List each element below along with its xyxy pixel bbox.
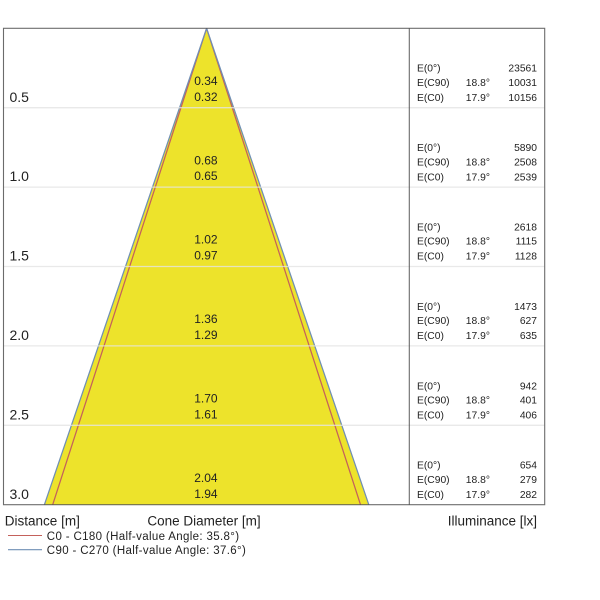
svg-text:1.5: 1.5 — [10, 248, 30, 264]
svg-text:3.0: 3.0 — [10, 486, 30, 502]
svg-text:2.0: 2.0 — [10, 327, 30, 343]
svg-text:E(0°): E(0°) — [417, 64, 441, 75]
svg-text:18.8°: 18.8° — [466, 78, 490, 89]
svg-text:1.70: 1.70 — [194, 392, 218, 406]
svg-text:17.9°: 17.9° — [466, 172, 490, 183]
svg-text:E(C90): E(C90) — [417, 157, 450, 168]
svg-text:E(C90): E(C90) — [417, 475, 450, 486]
svg-text:282: 282 — [520, 490, 537, 501]
svg-text:1.94: 1.94 — [194, 487, 218, 501]
svg-text:1.29: 1.29 — [194, 328, 218, 342]
svg-text:0.68: 0.68 — [194, 153, 218, 167]
svg-text:E(C90): E(C90) — [417, 78, 450, 89]
svg-text:2539: 2539 — [514, 172, 537, 183]
svg-text:17.9°: 17.9° — [466, 93, 490, 104]
svg-text:1.61: 1.61 — [194, 407, 218, 421]
svg-text:0.65: 0.65 — [194, 169, 218, 183]
svg-text:2.04: 2.04 — [194, 471, 218, 485]
svg-text:18.8°: 18.8° — [466, 157, 490, 168]
svg-text:E(C90): E(C90) — [417, 316, 450, 327]
svg-text:E(C90): E(C90) — [417, 396, 450, 407]
svg-text:401: 401 — [520, 396, 537, 407]
svg-text:17.9°: 17.9° — [466, 252, 490, 263]
svg-text:E(C0): E(C0) — [417, 172, 444, 183]
svg-text:2508: 2508 — [514, 157, 537, 168]
svg-text:E(C0): E(C0) — [417, 411, 444, 422]
svg-text:E(0°): E(0°) — [417, 461, 441, 472]
svg-text:942: 942 — [520, 381, 537, 392]
svg-text:18.8°: 18.8° — [466, 316, 490, 327]
svg-text:E(C0): E(C0) — [417, 490, 444, 501]
svg-text:406: 406 — [520, 411, 537, 422]
svg-text:279: 279 — [520, 475, 537, 486]
svg-text:E(0°): E(0°) — [417, 143, 441, 154]
svg-text:10031: 10031 — [508, 78, 537, 89]
svg-text:0.5: 0.5 — [10, 89, 30, 105]
svg-text:E(C0): E(C0) — [417, 93, 444, 104]
svg-text:2.5: 2.5 — [10, 406, 30, 422]
svg-text:18.8°: 18.8° — [466, 396, 490, 407]
svg-text:17.9°: 17.9° — [466, 411, 490, 422]
svg-text:E(0°): E(0°) — [417, 223, 441, 234]
svg-text:Cone Diameter [m]: Cone Diameter [m] — [147, 514, 260, 529]
svg-text:E(0°): E(0°) — [417, 381, 441, 392]
svg-text:18.8°: 18.8° — [466, 475, 490, 486]
svg-text:E(C0): E(C0) — [417, 252, 444, 263]
svg-text:C0 - C180 (Half-value Angle: 3: C0 - C180 (Half-value Angle: 35.8°) — [47, 531, 240, 543]
svg-text:1.02: 1.02 — [194, 233, 218, 247]
svg-text:C90 - C270 (Half-value Angle:: C90 - C270 (Half-value Angle: 37.6°) — [47, 545, 246, 557]
svg-text:Distance [m]: Distance [m] — [5, 514, 80, 529]
svg-text:654: 654 — [520, 461, 537, 472]
svg-text:1115: 1115 — [516, 237, 538, 248]
svg-text:627: 627 — [520, 316, 537, 327]
svg-text:E(C0): E(C0) — [417, 331, 444, 342]
svg-text:10156: 10156 — [508, 93, 537, 104]
svg-text:E(C90): E(C90) — [417, 237, 450, 248]
svg-text:17.9°: 17.9° — [466, 331, 490, 342]
svg-text:5890: 5890 — [514, 143, 537, 154]
svg-text:1.36: 1.36 — [194, 312, 218, 326]
svg-text:635: 635 — [520, 331, 537, 342]
svg-text:0.97: 0.97 — [194, 249, 218, 263]
svg-text:1128: 1128 — [515, 252, 537, 263]
svg-text:Illuminance [lx]: Illuminance [lx] — [448, 514, 537, 529]
svg-text:23561: 23561 — [508, 64, 537, 75]
svg-text:1473: 1473 — [514, 302, 537, 313]
svg-text:0.32: 0.32 — [194, 90, 218, 104]
svg-text:2618: 2618 — [514, 223, 537, 234]
svg-text:E(0°): E(0°) — [417, 302, 441, 313]
svg-text:17.9°: 17.9° — [466, 490, 490, 501]
svg-text:1.0: 1.0 — [10, 168, 30, 184]
svg-text:18.8°: 18.8° — [466, 237, 490, 248]
svg-text:0.34: 0.34 — [194, 74, 218, 88]
